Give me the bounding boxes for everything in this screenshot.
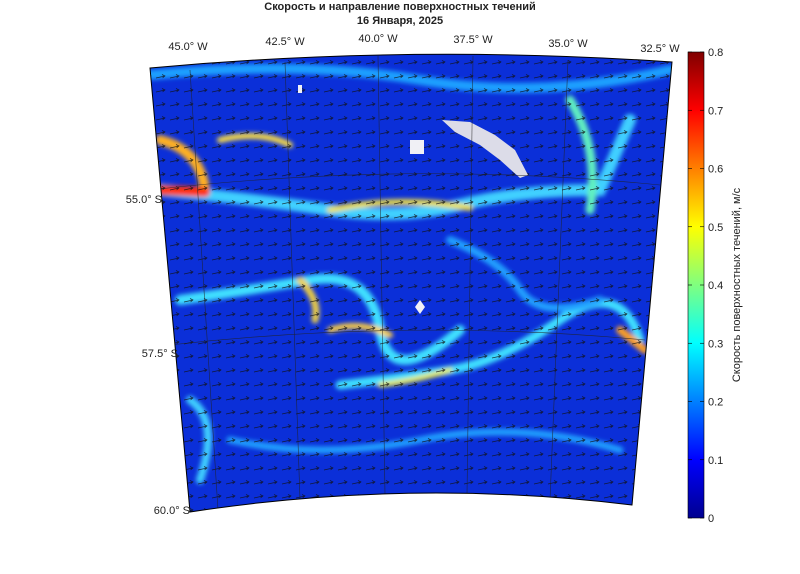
current-field xyxy=(150,54,672,513)
lon-label: 35.0° W xyxy=(548,38,588,50)
colorbar-tick-label: 0.3 xyxy=(708,338,723,350)
map-title: Скорость и направление поверхностных теч… xyxy=(264,1,536,13)
lon-label: 45.0° W xyxy=(168,41,208,53)
colorbar-ticks: 0 0.1 0.2 0.3 0.4 0.5 0.6 0.7 0.8 xyxy=(688,47,723,525)
map-frame xyxy=(149,53,673,513)
colorbar-tick-label: 0.2 xyxy=(708,397,723,409)
colorbar-tick-label: 0.1 xyxy=(708,455,723,467)
lat-label: 55.0° S xyxy=(126,194,162,206)
lon-label: 37.5° W xyxy=(453,34,493,46)
lon-label: 40.0° W xyxy=(358,33,398,45)
lon-label: 32.5° W xyxy=(640,43,680,55)
colorbar-tick-label: 0.5 xyxy=(708,222,723,234)
colorbar-tick-label: 0.8 xyxy=(708,47,723,59)
colorbar-tick-label: 0.4 xyxy=(708,280,723,292)
map-subtitle: 16 Января, 2025 xyxy=(357,15,443,27)
colorbar-tick-label: 0.7 xyxy=(708,105,723,117)
colorbar-tick-label: 0.6 xyxy=(708,164,723,176)
colorbar-label: Скорость поверхностных течений, м/с xyxy=(731,187,743,382)
lat-label: 57.5° S xyxy=(142,348,178,360)
colorbar-tick-label: 0 xyxy=(708,513,714,525)
lat-label: 60.0° S xyxy=(154,505,190,517)
lon-label: 42.5° W xyxy=(265,36,305,48)
